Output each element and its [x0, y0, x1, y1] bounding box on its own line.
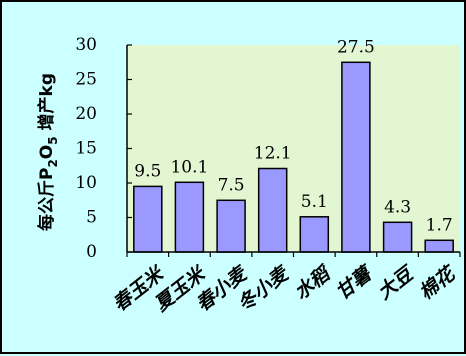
- y-tick-label-3: 15: [75, 139, 97, 159]
- y-tick-label-2: 10: [75, 173, 97, 193]
- data-label-6: 4.3: [384, 197, 411, 217]
- data-label-1: 10.1: [170, 157, 208, 177]
- x-tick-label-4: 水稻: [290, 261, 336, 304]
- bar-1: [174, 181, 205, 253]
- data-label-4: 5.1: [301, 192, 328, 212]
- x-tick-label-3: 冬小麦: [234, 261, 295, 315]
- data-labels-group: 9.5 10.1 7.5 12.1 5.1 27.5 4.3 1.7: [134, 37, 452, 235]
- bar-4: [299, 216, 330, 253]
- data-label-3: 12.1: [254, 144, 292, 164]
- bar-6: [382, 221, 413, 253]
- data-label-5: 27.5: [337, 37, 375, 57]
- data-label-0: 9.5: [134, 161, 161, 181]
- y-tick-label-4: 20: [75, 104, 97, 124]
- bar-2: [216, 199, 246, 253]
- y-ticks-group: 0 5 10 15 20 25 30: [75, 35, 132, 262]
- bars-group: [133, 61, 454, 253]
- x-tick-label-7: 棉花: [415, 261, 461, 304]
- y-tick-label-6: 30: [75, 35, 97, 55]
- y-tick-label-5: 25: [75, 70, 97, 90]
- x-tick-label-6: 大豆: [374, 261, 420, 304]
- y-tick-label-0: 0: [86, 242, 97, 262]
- y-axis-title: 每公斤P2O5 增产kg: [36, 73, 60, 231]
- bar-7: [424, 239, 454, 253]
- bar-3: [257, 167, 288, 253]
- x-tick-label-5: 甘薯: [332, 261, 379, 304]
- y-tick-label-1: 5: [86, 208, 97, 228]
- bar-0: [133, 185, 163, 253]
- bar-5: [341, 61, 371, 253]
- data-label-7: 1.7: [426, 215, 453, 235]
- data-label-2: 7.5: [218, 175, 245, 195]
